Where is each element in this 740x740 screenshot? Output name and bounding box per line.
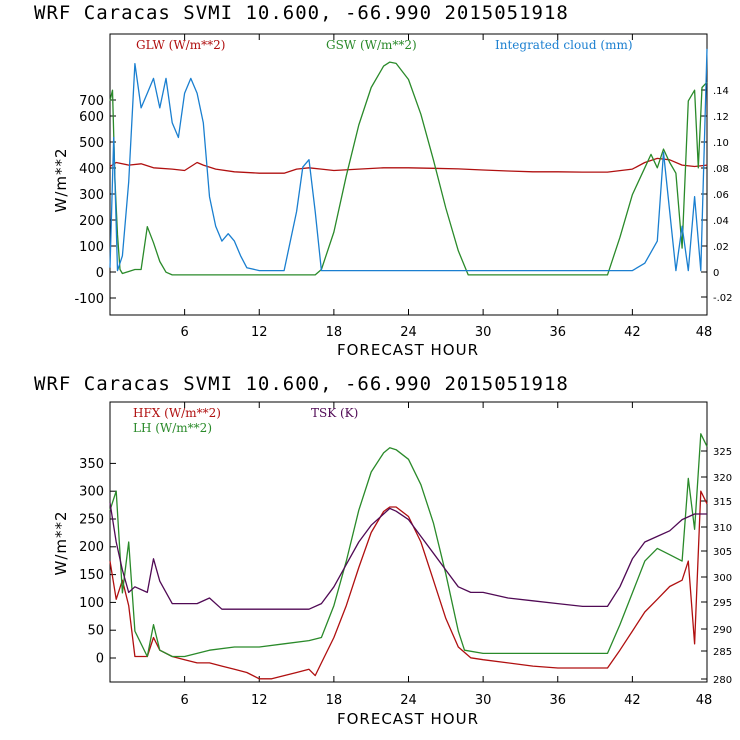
y2-tick-label: .14 (713, 86, 729, 97)
y-tick-label: 0 (96, 651, 104, 666)
y-tick-label: 300 (79, 485, 104, 500)
y-tick-label: 50 (87, 624, 104, 639)
legend-glw: GLW (W/m**2) (136, 38, 225, 52)
top-axis-ticks (110, 34, 708, 315)
bottom-axis-ticks (110, 402, 708, 682)
x-tick-label: 12 (251, 325, 268, 340)
x-tick-label: 42 (624, 325, 641, 340)
series-line-lh (109, 433, 708, 658)
y-tick-label: 150 (79, 568, 104, 583)
x-tick-label: 30 (475, 325, 492, 340)
series-line-hfx (109, 490, 708, 680)
x-tick-label: 18 (326, 693, 343, 708)
y2-tick-label: 305 (713, 547, 732, 558)
top-chart-panel: WRF Caracas SVMI 10.600, -66.990 2015051… (34, 2, 733, 359)
x-tick-label: 18 (326, 325, 343, 340)
y2-tick-label: 0 (713, 268, 719, 279)
y2-tick-label: 310 (713, 523, 732, 534)
x-tick-label: 24 (400, 325, 417, 340)
legend-tsk: TSK (K) (311, 406, 358, 420)
top-right-y-ticks: -.02 0 .02 .04 .06 .08 .10 .12 .14 (713, 86, 733, 304)
bottom-legend: HFX (W/m**2) LH (W/m**2) TSK (K) (133, 406, 358, 435)
bottom-right-y-ticks: 280 285 290 295 300 305 310 315 320 325 (713, 447, 732, 686)
y-tick-label: 500 (79, 136, 104, 151)
y-tick-label: 400 (79, 162, 104, 177)
x-tick-label: 12 (251, 693, 268, 708)
y2-tick-label: 300 (713, 573, 732, 584)
bottom-chart-title: WRF Caracas SVMI 10.600, -66.990 2015051… (34, 373, 569, 395)
y2-tick-label: .10 (713, 138, 729, 149)
y2-tick-label: 285 (713, 647, 732, 658)
y2-tick-label: .04 (713, 216, 729, 227)
legend-lh: LH (W/m**2) (133, 421, 212, 435)
top-left-y-ticks: -100 0 100 200 300 400 500 600 700 (74, 94, 104, 307)
y2-tick-label: 290 (713, 625, 732, 636)
y2-tick-label: 280 (713, 675, 732, 686)
bottom-y-axis-label: W/m**2 (52, 510, 70, 575)
y-tick-label: 300 (79, 188, 104, 203)
x-tick-label: 6 (180, 325, 188, 340)
y-tick-label: 100 (79, 596, 104, 611)
bottom-plot-frame (109, 401, 708, 683)
y2-tick-label: 295 (713, 598, 732, 609)
x-tick-label: 24 (400, 693, 417, 708)
legend-hfx: HFX (W/m**2) (133, 406, 221, 420)
top-x-axis-label: FORECAST HOUR (337, 341, 479, 359)
y-tick-label: 250 (79, 512, 104, 527)
legend-gsw: GSW (W/m**2) (326, 38, 417, 52)
bottom-left-y-ticks: 0 50 100 150 200 250 300 350 (79, 457, 104, 667)
y2-tick-label: 325 (713, 447, 732, 458)
bottom-series-group (109, 433, 708, 680)
y-tick-label: -100 (74, 292, 104, 307)
series-line-gsw (109, 61, 708, 276)
top-plot-frame (109, 33, 708, 316)
x-tick-label: 36 (550, 325, 567, 340)
x-tick-label: 48 (696, 325, 713, 340)
y-tick-label: 350 (79, 457, 104, 472)
y2-tick-label: 320 (713, 473, 732, 484)
y-tick-label: 200 (79, 540, 104, 555)
x-tick-label: 6 (180, 693, 188, 708)
top-y-axis-label: W/m**2 (52, 147, 70, 212)
top-series-group (109, 48, 708, 276)
bottom-x-axis-label: FORECAST HOUR (337, 710, 479, 728)
y2-tick-label: .06 (713, 190, 729, 201)
series-line-glw (109, 157, 708, 174)
y2-tick-label: .08 (713, 164, 729, 175)
x-tick-label: 36 (550, 693, 567, 708)
y2-tick-label: -.02 (713, 293, 733, 304)
y2-tick-label: .02 (713, 242, 729, 253)
y-tick-label: 600 (79, 110, 104, 125)
top-legend: GLW (W/m**2) GSW (W/m**2) Integrated clo… (136, 38, 633, 52)
bottom-chart-panel: WRF Caracas SVMI 10.600, -66.990 2015051… (34, 373, 732, 728)
x-tick-label: 42 (624, 693, 641, 708)
x-tick-label: 48 (696, 693, 713, 708)
top-x-ticks: 6 12 18 24 30 36 42 48 (180, 325, 712, 340)
y2-tick-label: 315 (713, 497, 732, 508)
y-tick-label: 0 (96, 266, 104, 281)
top-chart-title: WRF Caracas SVMI 10.600, -66.990 2015051… (34, 2, 569, 24)
y-tick-label: 700 (79, 94, 104, 109)
y2-tick-label: .12 (713, 112, 729, 123)
series-line-tsk (109, 502, 707, 610)
y-tick-label: 100 (79, 240, 104, 255)
bottom-x-ticks: 6 12 18 24 30 36 42 48 (180, 693, 712, 708)
x-tick-label: 30 (475, 693, 492, 708)
legend-integrated-cloud: Integrated cloud (mm) (495, 38, 633, 52)
y-tick-label: 200 (79, 214, 104, 229)
series-line-integrated (109, 48, 708, 272)
